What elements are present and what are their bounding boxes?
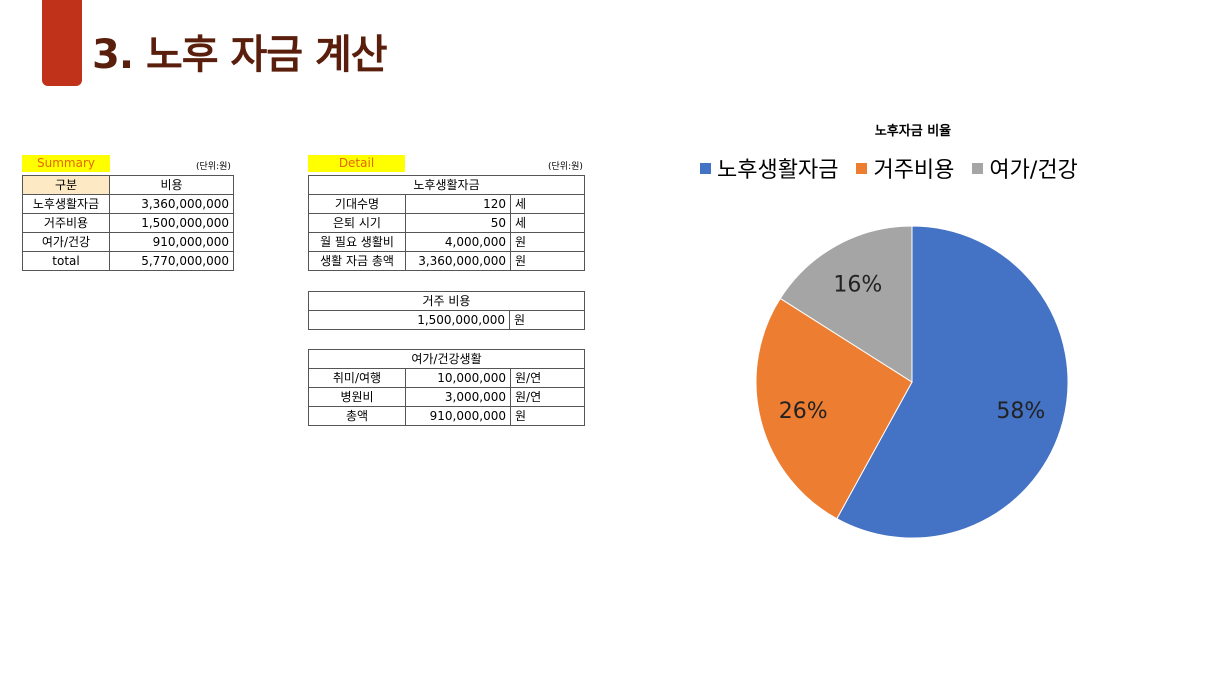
pie-slice xyxy=(779,225,913,383)
leisure-health-table: 여가/건강생활 취미/여행 10,000,000 원/연 병원비 3,000,0… xyxy=(308,349,585,426)
table-row: 거주비용 1,500,000,000 xyxy=(22,213,234,233)
table-row: 월 필요 생활비 4,000,000 원 xyxy=(308,232,585,252)
table-row: 기대수명 120 세 xyxy=(308,194,585,214)
detail-tag: Detail xyxy=(308,155,405,172)
pie-slice xyxy=(755,297,913,520)
table-cell: 원 xyxy=(510,251,585,271)
table-row: 병원비 3,000,000 원/연 xyxy=(308,387,585,407)
table-cell: 원 xyxy=(510,232,585,252)
table-row: 은퇴 시기 50 세 xyxy=(308,213,585,233)
table-title-cell: 노후생활자금 xyxy=(308,175,585,195)
table-cell: total xyxy=(22,251,110,271)
pie-data-label: 26% xyxy=(779,399,828,424)
table-title-cell: 거주 비용 xyxy=(308,291,585,311)
table-cell: 10,000,000 xyxy=(405,368,511,388)
page-title: 3. 노후 자금 계산 xyxy=(92,32,388,78)
legend-label: 거주비용 xyxy=(873,158,955,183)
legend-label: 여가/건강 xyxy=(989,158,1078,183)
table-cell: 취미/여행 xyxy=(308,368,406,388)
table-cell: 4,000,000 xyxy=(405,232,511,252)
table-cell: 생활 자금 총액 xyxy=(308,251,406,271)
table-cell: 총액 xyxy=(308,406,406,426)
table-cell: 1,500,000,000 xyxy=(109,213,234,233)
housing-expense-table: 거주 비용 1,500,000,000 원 xyxy=(308,291,585,330)
table-cell: 은퇴 시기 xyxy=(308,213,406,233)
table-cell: 병원비 xyxy=(308,387,406,407)
table-cell: 910,000,000 xyxy=(405,406,511,426)
title-accent-bar xyxy=(42,0,82,86)
pie-slice xyxy=(836,225,1069,539)
chart-legend: 노후생활자금 거주비용 여가/건강 xyxy=(700,152,1078,184)
table-cell: 1,500,000,000 xyxy=(308,310,510,330)
detail-unit: (단위:원) xyxy=(548,162,583,172)
legend-swatch xyxy=(972,162,984,174)
legend-item: 노후생활자금 xyxy=(700,152,838,184)
table-header-cell: 구분 xyxy=(22,175,110,195)
table-cell: 원 xyxy=(510,406,585,426)
table-row: 노후생활자금 xyxy=(308,175,585,195)
summary-tag: Summary xyxy=(22,155,110,172)
summary-unit: (단위:원) xyxy=(196,162,231,172)
legend-swatch xyxy=(700,162,711,174)
table-cell: 5,770,000,000 xyxy=(109,251,234,271)
legend-swatch xyxy=(856,162,868,174)
pie-data-label: 58% xyxy=(996,399,1045,424)
table-cell: 월 필요 생활비 xyxy=(308,232,406,252)
table-row: 거주 비용 xyxy=(308,291,585,311)
table-row: total 5,770,000,000 xyxy=(22,251,234,271)
legend-item: 여가/건강 xyxy=(972,152,1078,184)
chart-title: 노후자금 비율 xyxy=(874,124,952,139)
summary-table: 구분 비용 노후생활자금 3,360,000,000 거주비용 1,500,00… xyxy=(22,175,234,271)
living-expense-table: 노후생활자금 기대수명 120 세 은퇴 시기 50 세 월 필요 생활비 4,… xyxy=(308,175,585,271)
pie-data-label: 16% xyxy=(833,273,882,298)
table-row: 생활 자금 총액 3,360,000,000 원 xyxy=(308,251,585,271)
table-cell: 원 xyxy=(509,310,585,330)
table-row: 구분 비용 xyxy=(22,175,234,195)
table-row: 취미/여행 10,000,000 원/연 xyxy=(308,368,585,388)
table-row: 총액 910,000,000 원 xyxy=(308,406,585,426)
table-cell: 기대수명 xyxy=(308,194,406,214)
legend-item: 거주비용 xyxy=(856,152,954,184)
legend-label: 노후생활자금 xyxy=(717,158,839,183)
table-cell: 원/연 xyxy=(510,368,585,388)
table-row: 1,500,000,000 원 xyxy=(308,310,585,330)
table-cell: 3,360,000,000 xyxy=(405,251,511,271)
